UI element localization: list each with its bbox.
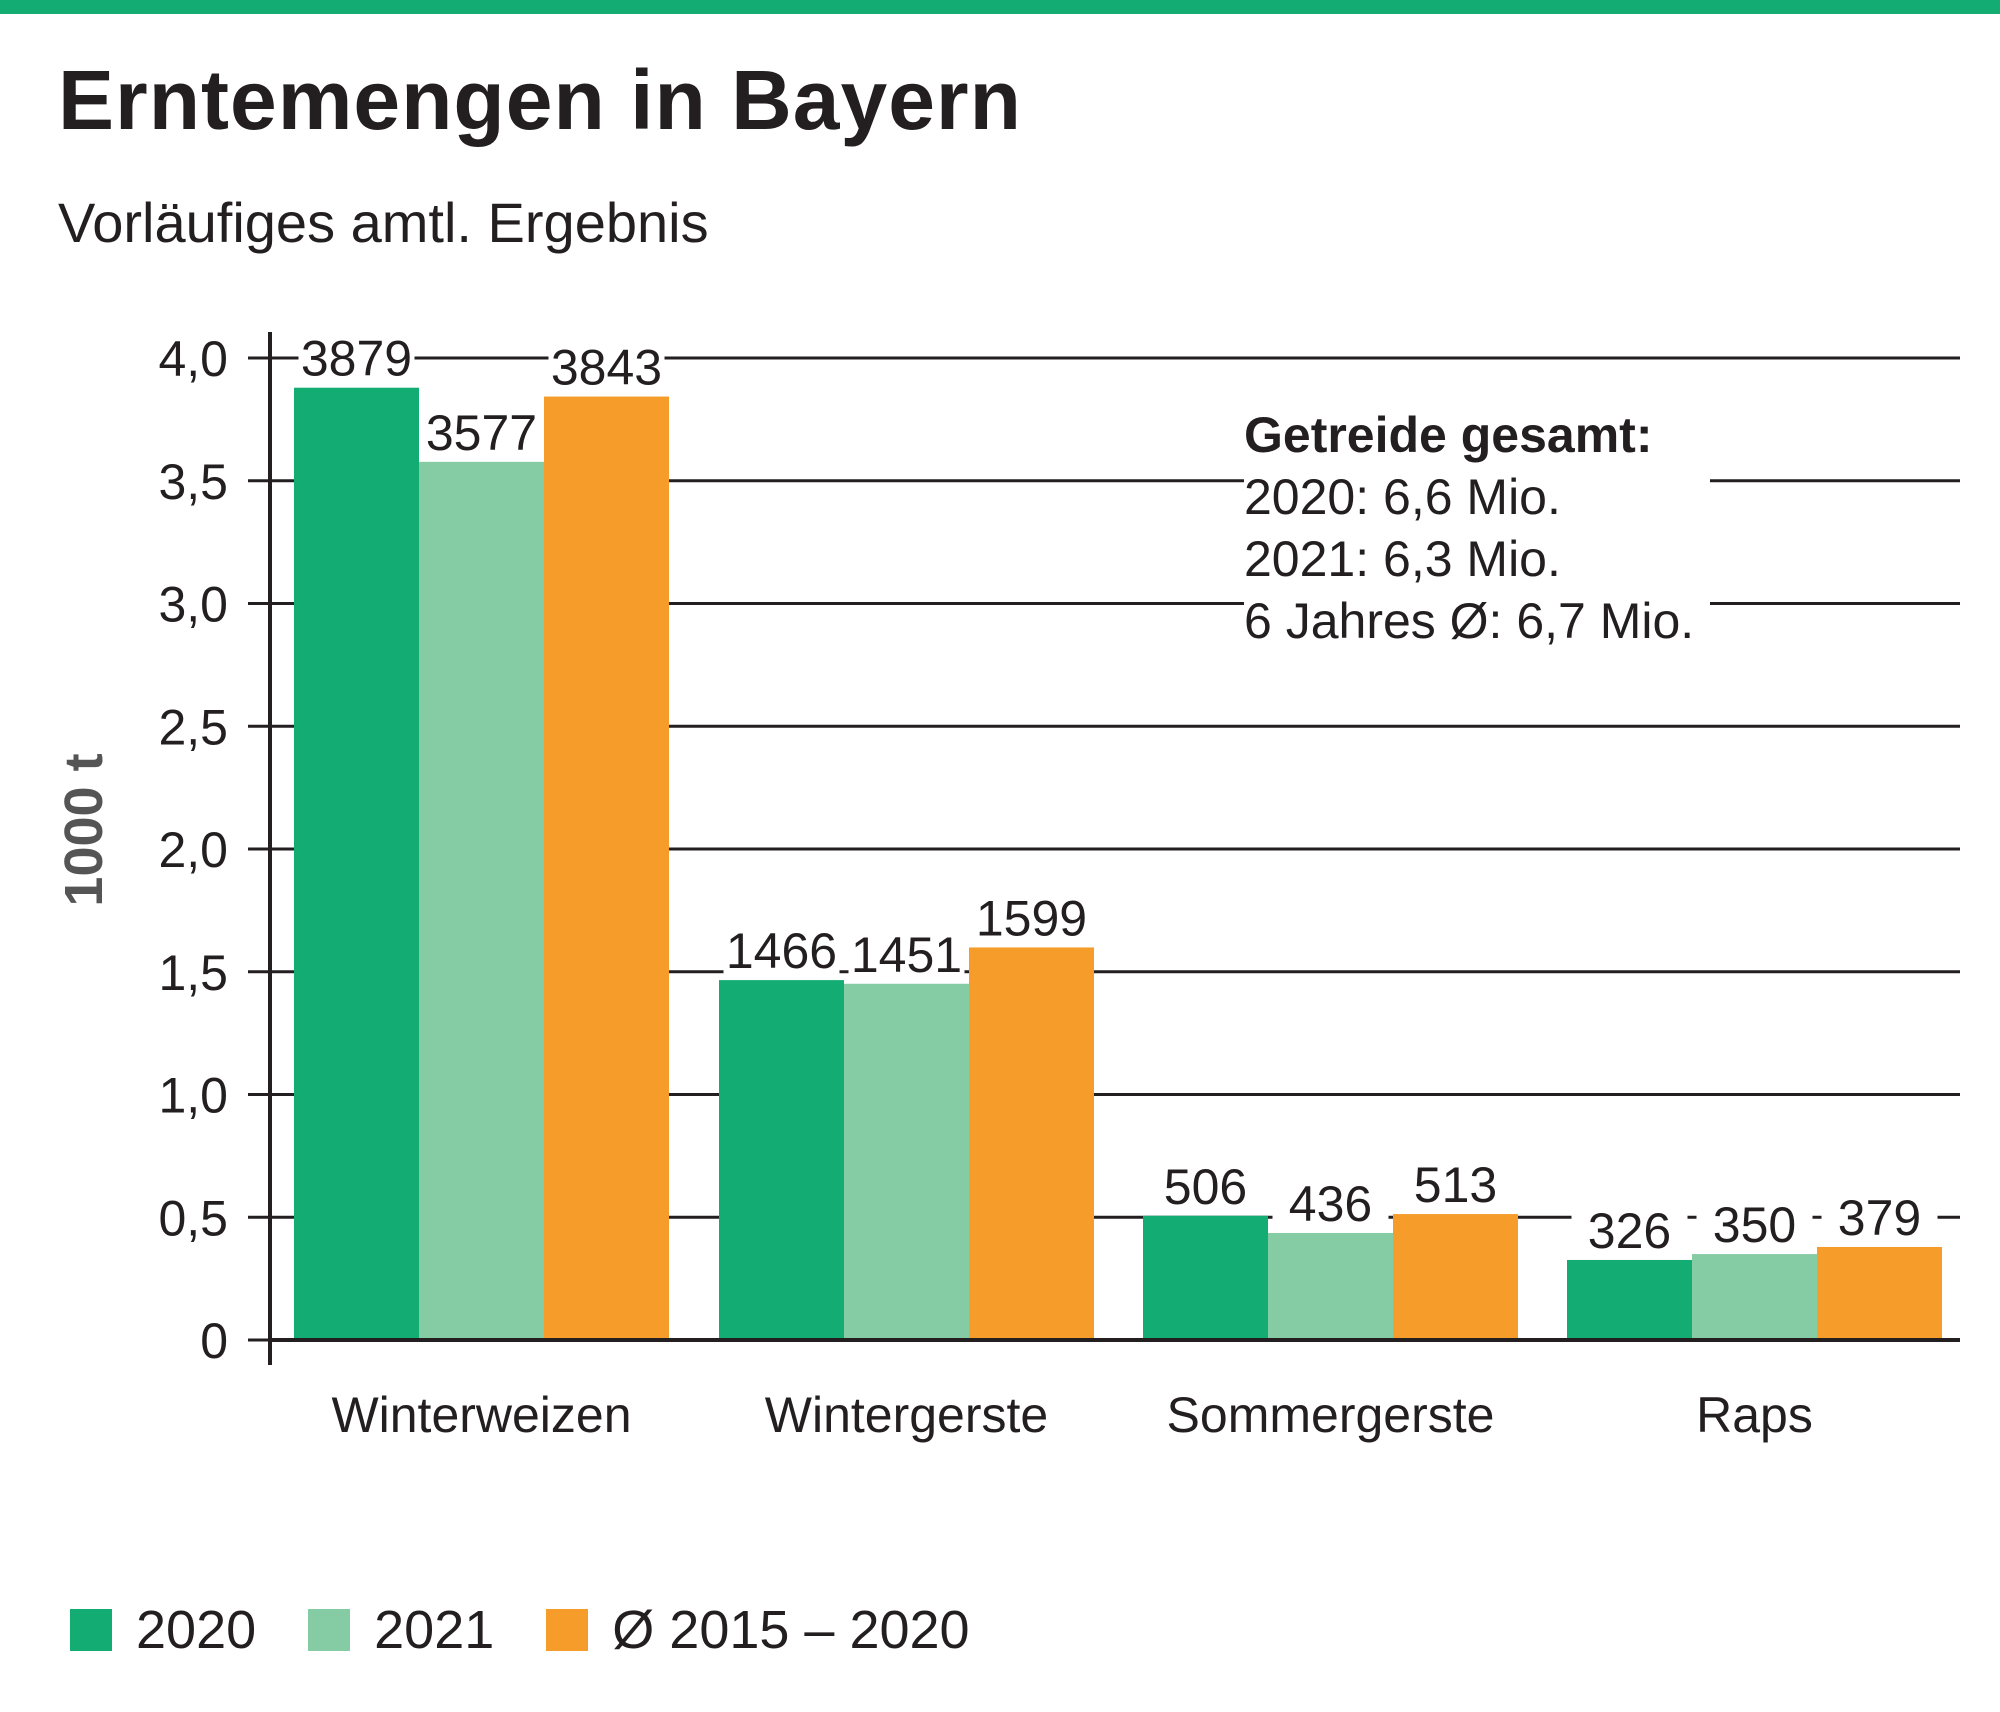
data-label-background <box>1272 1174 1389 1229</box>
note-line-2020: 2020: 6,6 Mio. <box>1244 469 1561 525</box>
bar <box>844 983 969 1340</box>
legend-label-2021: 2021 <box>374 1600 495 1660</box>
data-label: 1451 <box>851 927 962 983</box>
data-label: 506 <box>1164 1159 1247 1215</box>
bar <box>544 396 669 1341</box>
y-axis-title: 1000 t <box>54 753 114 906</box>
data-label: 436 <box>1289 1176 1372 1232</box>
x-category-label: Wintergerste <box>765 1387 1048 1443</box>
data-label-background <box>423 403 540 458</box>
bar <box>1393 1214 1518 1340</box>
data-label-background <box>298 329 415 384</box>
y-tick-label: 4,0 <box>158 331 228 387</box>
data-label-background <box>1821 1188 1938 1243</box>
data-label: 513 <box>1414 1157 1497 1213</box>
data-label-background <box>723 922 840 977</box>
data-label-background <box>1147 1157 1264 1212</box>
data-label-background <box>848 925 965 980</box>
legend-swatch-2021 <box>308 1609 351 1651</box>
data-label: 350 <box>1713 1197 1796 1253</box>
bar <box>294 387 419 1340</box>
y-tick-label: 0 <box>200 1313 228 1369</box>
y-tick-label: 0,5 <box>158 1190 228 1246</box>
total-grain-note: Getreide gesamt: 2020: 6,6 Mio. 2021: 6,… <box>1244 404 1711 652</box>
data-label-background <box>973 889 1090 944</box>
legend-item-2021: 2021 <box>308 1599 494 1661</box>
data-label-background <box>1571 1201 1688 1256</box>
y-tick-label: 1,5 <box>158 945 228 1001</box>
y-tick-label: 3,5 <box>158 454 228 510</box>
data-label: 379 <box>1838 1190 1921 1246</box>
x-category-label: Raps <box>1696 1387 1813 1443</box>
data-label: 3843 <box>551 340 662 396</box>
data-label: 1466 <box>726 923 837 979</box>
bar <box>1143 1215 1268 1340</box>
bar <box>1567 1259 1692 1340</box>
data-label-background <box>1397 1156 1514 1211</box>
legend-item-2020: 2020 <box>70 1599 256 1661</box>
y-tick-label: 2,5 <box>158 699 228 755</box>
chart-title: Erntemengen in Bayern <box>58 53 1022 147</box>
x-category-label: Winterweizen <box>331 1387 631 1443</box>
legend-item-average: Ø 2015 – 2020 <box>546 1599 970 1661</box>
bar <box>1817 1246 1942 1340</box>
data-label: 3577 <box>426 405 537 461</box>
data-label-background <box>548 338 665 393</box>
note-title: Getreide gesamt: <box>1244 407 1653 463</box>
bar <box>719 980 844 1340</box>
data-label: 326 <box>1588 1203 1671 1259</box>
data-label: 1599 <box>976 890 1087 946</box>
bar <box>1268 1232 1393 1340</box>
y-tick-label: 1,0 <box>158 1068 228 1124</box>
x-category-label: Sommergerste <box>1167 1387 1495 1443</box>
legend-swatch-2020 <box>70 1609 112 1651</box>
top-accent-bar <box>0 0 2000 14</box>
y-tick-label: 2,0 <box>158 822 228 878</box>
y-tick-label: 3,0 <box>158 577 228 633</box>
bar <box>1692 1254 1817 1340</box>
data-label: 3879 <box>301 331 412 387</box>
note-line-2021: 2021: 6,3 Mio. <box>1244 531 1561 587</box>
legend: 2020 2021 Ø 2015 – 2020 <box>70 1595 1022 1665</box>
legend-label-average: Ø 2015 – 2020 <box>612 1600 970 1660</box>
bar <box>419 461 544 1340</box>
data-label-background <box>1696 1196 1813 1251</box>
note-line-average: 6 Jahres Ø: 6,7 Mio. <box>1244 593 1695 649</box>
legend-label-2020: 2020 <box>136 1600 257 1660</box>
chart-subtitle: Vorläufiges amtl. Ergebnis <box>58 191 709 254</box>
legend-swatch-average <box>546 1609 589 1651</box>
bar <box>969 947 1094 1340</box>
